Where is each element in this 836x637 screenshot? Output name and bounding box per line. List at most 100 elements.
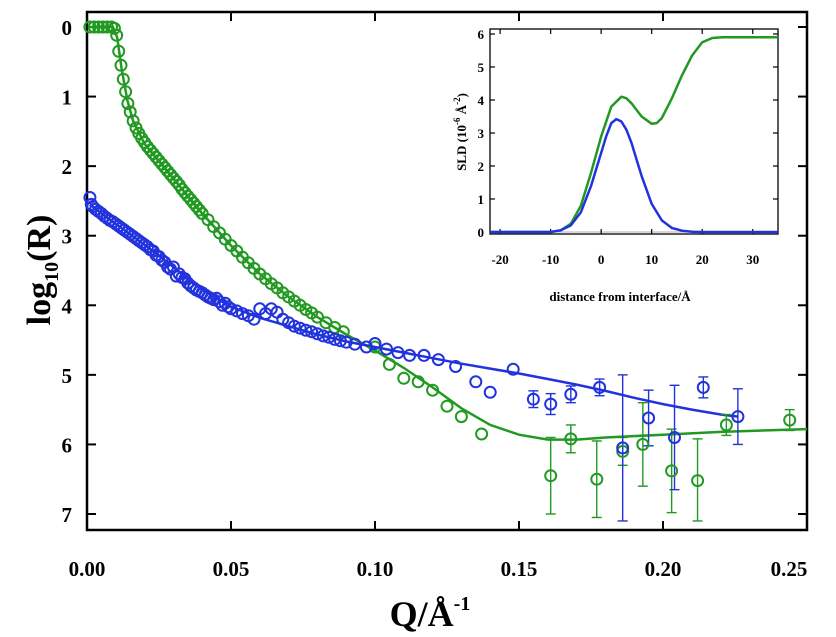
blue-data-point <box>403 348 417 362</box>
green-data-point <box>454 410 468 424</box>
inset-y-tick-label: 6 <box>478 27 485 42</box>
main-data-points <box>83 20 797 488</box>
blue-data-point <box>328 332 342 346</box>
blue-data-point <box>368 337 382 350</box>
y-tick-label: 5 <box>62 364 73 388</box>
blue-data-point <box>299 323 313 337</box>
inset-x-tick-label: 20 <box>696 252 709 267</box>
blue-data-point <box>169 269 183 283</box>
blue-data-point <box>668 431 681 444</box>
blue-data-point <box>348 337 362 351</box>
green-data-point <box>783 413 797 427</box>
x-tick-label: 0.25 <box>771 557 808 581</box>
green-data-point <box>126 114 140 128</box>
green-data-point <box>192 203 206 217</box>
blue-data-point <box>616 441 630 455</box>
inset-y-title-main: SLD (10 <box>454 125 469 171</box>
inset-plot-frame <box>489 28 779 235</box>
green-data-point <box>119 85 133 99</box>
inset-profile-lines <box>490 36 778 234</box>
y-tick-label: 2 <box>62 155 73 179</box>
green-data-point <box>590 472 604 486</box>
x-tick-label: 0.05 <box>213 557 250 581</box>
y-axis-title-sub: 10 <box>41 262 63 282</box>
blue-data-point <box>564 387 578 401</box>
blue-data-point <box>247 312 261 326</box>
inset-y-tick-label: 1 <box>478 192 485 207</box>
blue-data-point <box>469 375 483 389</box>
y-tick-label: 4 <box>62 294 73 318</box>
blue-data-point <box>544 397 558 411</box>
blue-data-point <box>236 307 249 321</box>
green-data-point <box>426 383 440 397</box>
x-axis-title-sup: -1 <box>454 593 471 615</box>
x-axis-title: Q/Å-1 <box>390 593 471 634</box>
green-data-point <box>719 418 733 432</box>
y-tick-label: 6 <box>62 433 73 457</box>
blue-data-point <box>417 348 431 362</box>
blue-data-point <box>322 330 336 344</box>
inset-x-tick-label: 30 <box>746 252 759 267</box>
blue-data-point <box>431 353 445 367</box>
inset-axis-ticks: -20 -10 0 10 20 30 0 1 2 3 4 5 6 <box>478 27 778 267</box>
green-data-point <box>691 474 705 488</box>
blue-data-point <box>287 319 301 333</box>
blue-data-point <box>593 380 607 394</box>
green-data-point <box>636 437 650 451</box>
green-data-point <box>107 21 121 35</box>
blue-data-point <box>642 411 656 425</box>
green-data-point <box>100 20 114 34</box>
inset-y-title-sup2: -2 <box>452 97 462 105</box>
inset-y-tick-label: 3 <box>478 126 485 141</box>
green-data-point <box>411 375 425 389</box>
main-error-bars <box>528 374 795 522</box>
blue-data-point <box>339 335 353 349</box>
y-axis-title-main: log <box>21 282 58 325</box>
inset-x-tick-label: 0 <box>598 252 605 267</box>
y-tick-label: 3 <box>62 225 73 249</box>
inset-y-title-mid: Å <box>454 104 469 117</box>
green-data-point <box>112 44 126 58</box>
green-data-point <box>92 20 105 34</box>
x-tick-label: 0.10 <box>357 557 394 581</box>
main-plot-frame <box>85 10 809 532</box>
y-tick-label: 1 <box>62 86 73 110</box>
x-tick-label: 0.20 <box>645 557 682 581</box>
inset-x-tick-label: 10 <box>645 252 658 267</box>
blue-sld-profile <box>490 117 778 234</box>
blue-data-point <box>506 362 520 376</box>
inset-y-axis-title: SLD (10-6 Å-2) <box>452 93 469 171</box>
green-data-point <box>397 371 411 385</box>
blue-data-point <box>391 346 405 360</box>
y-axis-title-tail: (R) <box>21 215 58 262</box>
blue-data-point <box>293 321 307 335</box>
inset-y-tick-label: 4 <box>478 93 485 108</box>
blue-data-point <box>161 260 175 274</box>
inset-y-tick-label: 0 <box>478 225 485 240</box>
green-data-point <box>475 427 489 441</box>
blue-data-point <box>731 410 745 424</box>
blue-data-point <box>526 392 540 406</box>
inset-x-axis-title: distance from interface/Å <box>549 289 691 304</box>
blue-data-point <box>333 334 347 348</box>
inset-y-title-sup: -6 <box>452 117 462 125</box>
green-data-point <box>440 399 454 413</box>
green-data-point <box>382 357 396 371</box>
green-data-point <box>114 58 128 72</box>
green-data-point <box>616 444 630 458</box>
y-axis-title: log10(R) <box>21 215 63 326</box>
green-data-point <box>665 464 679 478</box>
inset-x-tick-label: -20 <box>491 252 508 267</box>
green-data-point <box>110 28 124 42</box>
inset-y-title-tail: ) <box>454 93 469 97</box>
blue-data-point <box>380 342 393 356</box>
green-data-point <box>564 432 578 446</box>
x-tick-label: 0.00 <box>69 557 106 581</box>
x-tick-label: 0.15 <box>501 557 538 581</box>
blue-data-point <box>316 329 330 343</box>
blue-data-point <box>224 302 238 316</box>
green-data-point <box>116 72 130 86</box>
inset-y-tick-label: 5 <box>478 60 485 75</box>
green-data-point <box>544 469 558 483</box>
